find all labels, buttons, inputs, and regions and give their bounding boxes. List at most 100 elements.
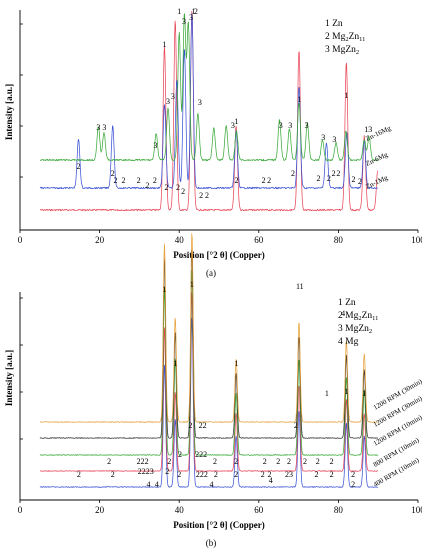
peak-label: 3 xyxy=(166,97,170,106)
peak-label: 1 xyxy=(177,7,181,16)
panel-a-x-axis-label: Position [°2 θ] (Copper) xyxy=(173,250,265,260)
peak-label: 2 xyxy=(315,470,319,479)
peak-label: 2 xyxy=(137,176,141,185)
peak-label: 2 xyxy=(235,176,239,185)
panel-b-y-axis-label: Intensity [a.u.] xyxy=(4,350,14,406)
peak-label: 2 xyxy=(165,467,169,476)
peak-label: 2 xyxy=(194,7,198,16)
peak-label: 3 xyxy=(332,135,336,144)
peak-label: 3 xyxy=(279,121,283,130)
peak-label: 1 xyxy=(344,91,348,100)
peak-label: 1 xyxy=(162,285,166,294)
peak-label: 2 xyxy=(145,181,149,190)
peak-label: 2 xyxy=(214,470,218,479)
panel-b-y-ticks xyxy=(20,297,23,440)
panel-b: 020406080100 111222211111122222222222222… xyxy=(4,233,422,548)
series-trace xyxy=(39,11,379,212)
peak-label: 4 xyxy=(269,476,273,485)
panel-b-caption: (b) xyxy=(206,538,217,548)
peak-label: 2 xyxy=(111,470,115,479)
panel-a: 020406080100 131331233333131333331132222… xyxy=(4,7,422,278)
x-tick-label: 80 xyxy=(334,505,344,515)
panel-a-legend-mg2zn11: 2 Mg2Zn11 xyxy=(325,32,365,43)
peak-label: 1 xyxy=(162,40,166,49)
peak-label: 2 xyxy=(77,470,81,479)
peak-label: 4 xyxy=(209,480,213,489)
peak-label: 2 xyxy=(291,169,295,178)
peak-label: 13 xyxy=(364,125,372,134)
peak-label: 2 xyxy=(303,457,307,466)
peak-label: 2 xyxy=(199,191,203,200)
peak-label: 1 xyxy=(297,95,301,104)
peak-label: 2 xyxy=(294,421,298,430)
x-tick-label: 100 xyxy=(411,235,422,245)
x-tick-label: 100 xyxy=(411,505,422,515)
series-trace xyxy=(39,318,379,488)
peak-label: 2 xyxy=(176,183,180,192)
panel-a-y-ticks xyxy=(20,23,23,178)
series-trace xyxy=(39,13,379,190)
peak-label: 3 xyxy=(189,13,193,22)
x-tick-label: 40 xyxy=(175,235,185,245)
peak-label: 1 xyxy=(173,359,177,368)
series-trace xyxy=(39,292,379,472)
peak-label: 2 xyxy=(114,176,118,185)
peak-label: 2 xyxy=(234,470,238,479)
peak-label: 2 xyxy=(330,457,334,466)
peak-label: 2 xyxy=(167,457,171,466)
peak-label: 2 xyxy=(205,191,209,200)
peak-label: 3 xyxy=(321,133,325,142)
peak-label: 2 xyxy=(276,457,280,466)
peak-label: 2 xyxy=(332,169,336,178)
panel-a-caption: (a) xyxy=(206,268,216,278)
peak-label: 2 xyxy=(107,457,111,466)
peak-label: 1 xyxy=(192,7,196,16)
peak-label: 23 xyxy=(285,470,293,479)
series-trace xyxy=(39,13,379,162)
peak-label: 222 xyxy=(137,457,149,466)
panel-a-legend-zn: 1 Zn xyxy=(325,19,343,29)
peak-label: 2 xyxy=(263,457,267,466)
peak-label: 1 xyxy=(235,359,239,368)
panel-a-x-ticks: 0 20 40 60 80 100 xyxy=(18,230,422,245)
x-tick-label: 40 xyxy=(175,505,185,515)
peak-label: 2 xyxy=(351,480,355,489)
peak-label: 2 xyxy=(267,176,271,185)
peak-label: 2 xyxy=(262,176,266,185)
panel-b-legend-mg2zn11: 2 Mg2Zn11 xyxy=(338,311,378,322)
peak-label: 222 xyxy=(196,470,208,479)
peak-label: 2 xyxy=(164,183,168,192)
peak-label: 2 xyxy=(153,176,157,185)
peak-label: 2 xyxy=(213,457,217,466)
peak-label: 2 xyxy=(77,162,81,171)
panel-a-legend: 1 Zn 2 Mg2Zn11 3 MgZn2 xyxy=(325,19,365,56)
peak-label: 3 xyxy=(153,141,157,150)
peak-label: 4 xyxy=(341,309,345,318)
x-tick-label: 60 xyxy=(254,235,264,245)
panel-b-legend: 1 Zn 2 Mg2Zn11 3 MgZn2 4 Mg xyxy=(338,298,378,347)
peak-label: 1 xyxy=(325,389,329,398)
series-trace xyxy=(39,249,379,439)
peak-label: 2 xyxy=(178,450,182,459)
peak-label: 2 xyxy=(317,174,321,183)
peak-label: 2 xyxy=(268,470,272,479)
peak-label: 22 xyxy=(199,421,207,430)
peak-label: 3 xyxy=(96,123,100,132)
x-tick-label: 0 xyxy=(18,505,23,515)
peak-label: 2 xyxy=(111,169,115,178)
series-trace xyxy=(39,269,379,456)
peak-label: 1 xyxy=(235,117,239,126)
peak-label: 3 xyxy=(288,121,292,130)
peak-label: 3 xyxy=(305,121,309,130)
x-tick-label: 60 xyxy=(254,505,264,515)
panel-a-axes-frame xyxy=(19,10,418,231)
peak-label: 1 xyxy=(344,387,348,396)
series-label: Zn-6Mg xyxy=(364,150,389,167)
peak-label: 2 xyxy=(121,176,125,185)
peak-label: 2223 xyxy=(138,467,154,476)
peak-label: 4 xyxy=(147,480,151,489)
